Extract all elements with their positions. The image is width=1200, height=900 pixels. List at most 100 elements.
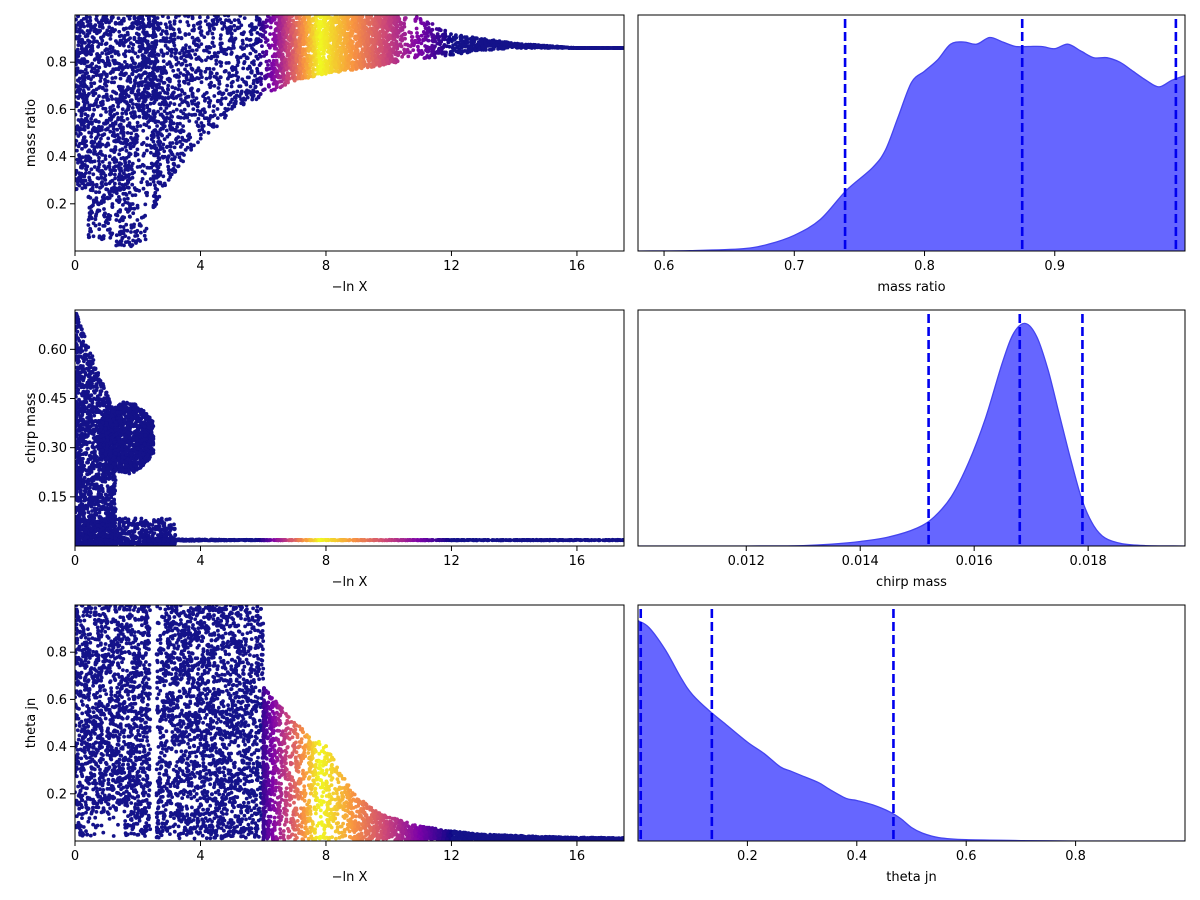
trace-mass-ratio-point bbox=[124, 111, 129, 116]
trace-mass-ratio-point bbox=[310, 49, 315, 53]
trace-mass-ratio-point bbox=[403, 32, 407, 37]
trace-mass-ratio-point bbox=[89, 229, 93, 234]
trace-mass-ratio-point bbox=[287, 35, 292, 40]
trace-mass-ratio-point bbox=[98, 85, 102, 89]
trace-mass-ratio-point bbox=[252, 25, 257, 30]
trace-mass-ratio-point bbox=[238, 15, 243, 18]
trace-mass-ratio-point bbox=[119, 115, 124, 120]
trace-mass-ratio-point bbox=[141, 111, 146, 116]
trace-mass-ratio-point bbox=[103, 80, 108, 85]
trace-mass-ratio-point bbox=[171, 121, 176, 126]
trace-mass-ratio-point bbox=[176, 164, 180, 169]
trace-mass-ratio-point bbox=[99, 181, 104, 186]
trace-mass-ratio-point bbox=[263, 36, 268, 41]
trace-mass-ratio-point bbox=[148, 101, 153, 106]
trace-mass-ratio-point bbox=[533, 43, 537, 47]
trace-mass-ratio-point bbox=[89, 84, 94, 89]
trace-mass-ratio-point bbox=[87, 170, 92, 175]
trace-mass-ratio-point bbox=[176, 135, 181, 140]
trace-mass-ratio-point bbox=[131, 102, 135, 106]
trace-mass-ratio-point bbox=[177, 155, 182, 160]
trace-mass-ratio-point bbox=[121, 119, 126, 123]
trace-mass-ratio-point bbox=[255, 77, 259, 82]
trace-mass-ratio-point bbox=[135, 39, 139, 44]
trace-mass-ratio-point bbox=[458, 37, 463, 41]
trace-mass-ratio-point bbox=[143, 202, 148, 207]
trace-mass-ratio-point bbox=[211, 125, 216, 129]
trace-mass-ratio-point bbox=[134, 239, 139, 244]
trace-mass-ratio-point bbox=[80, 69, 85, 74]
trace-mass-ratio-point bbox=[547, 44, 552, 48]
trace-mass-ratio-point bbox=[135, 120, 140, 125]
trace-mass-ratio-point bbox=[120, 107, 125, 112]
trace-mass-ratio-point bbox=[251, 88, 256, 93]
trace-mass-ratio-point bbox=[117, 34, 122, 39]
trace-mass-ratio-point bbox=[125, 62, 129, 67]
trace-mass-ratio-point bbox=[182, 79, 186, 84]
trace-mass-ratio-point bbox=[184, 73, 189, 78]
trace-mass-ratio-point bbox=[179, 158, 183, 163]
trace-mass-ratio-point bbox=[264, 59, 269, 64]
trace-mass-ratio-point bbox=[151, 15, 156, 18]
trace-mass-ratio-point bbox=[94, 182, 99, 187]
trace-mass-ratio-point bbox=[177, 74, 181, 79]
trace-mass-ratio-point bbox=[199, 121, 204, 125]
trace-mass-ratio-point bbox=[113, 75, 118, 80]
trace-mass-ratio-point bbox=[408, 50, 412, 55]
trace-mass-ratio-point bbox=[104, 110, 108, 114]
trace-mass-ratio-point bbox=[222, 24, 227, 28]
trace-mass-ratio-point bbox=[185, 101, 190, 106]
trace-mass-ratio-point bbox=[104, 84, 109, 88]
trace-mass-ratio-point bbox=[119, 65, 124, 69]
trace-mass-ratio-point bbox=[79, 175, 83, 180]
trace-mass-ratio-point bbox=[101, 236, 106, 241]
trace-mass-ratio-point bbox=[174, 137, 178, 142]
trace-mass-ratio-point bbox=[261, 50, 265, 55]
trace-mass-ratio-point bbox=[320, 52, 324, 56]
trace-mass-ratio-point bbox=[169, 53, 174, 58]
trace-mass-ratio-point bbox=[211, 26, 216, 31]
trace-mass-ratio-point bbox=[277, 32, 282, 37]
trace-mass-ratio-point bbox=[212, 94, 217, 98]
trace-mass-ratio-point bbox=[114, 97, 118, 102]
trace-mass-ratio-point bbox=[96, 20, 101, 25]
trace-mass-ratio-point bbox=[168, 101, 173, 105]
trace-mass-ratio-point bbox=[215, 124, 219, 129]
trace-mass-ratio-point bbox=[168, 77, 172, 82]
trace-mass-ratio-point bbox=[184, 43, 188, 48]
trace-mass-ratio-point bbox=[85, 182, 90, 187]
trace-mass-ratio-point bbox=[125, 185, 130, 190]
trace-mass-ratio-point bbox=[117, 195, 121, 199]
trace-mass-ratio-point bbox=[274, 58, 279, 63]
trace-mass-ratio-point bbox=[173, 169, 178, 174]
trace-mass-ratio-point bbox=[81, 78, 85, 83]
trace-mass-ratio-point bbox=[127, 203, 132, 208]
trace-mass-ratio-point bbox=[230, 38, 234, 43]
trace-mass-ratio-point bbox=[126, 44, 131, 49]
trace-mass-ratio-point bbox=[129, 226, 134, 230]
trace-mass-ratio-point bbox=[318, 40, 323, 45]
trace-mass-ratio-point bbox=[127, 214, 132, 219]
trace-mass-ratio-point bbox=[463, 49, 467, 53]
trace-mass-ratio-point bbox=[145, 143, 149, 148]
trace-mass-ratio-point bbox=[241, 41, 245, 46]
trace-mass-ratio-point bbox=[90, 61, 95, 66]
trace-mass-ratio-point bbox=[125, 196, 130, 201]
trace-mass-ratio-point bbox=[190, 35, 195, 40]
trace-mass-ratio-point bbox=[127, 26, 132, 30]
trace-mass-ratio-point bbox=[116, 104, 120, 109]
trace-mass-ratio-point bbox=[212, 44, 216, 48]
trace-mass-ratio-point bbox=[77, 154, 82, 158]
trace-mass-ratio-point bbox=[181, 46, 186, 50]
trace-mass-ratio-point bbox=[117, 185, 122, 190]
trace-mass-ratio-point bbox=[138, 239, 143, 243]
trace-mass-ratio-point bbox=[164, 102, 169, 107]
trace-mass-ratio-point bbox=[121, 225, 126, 229]
trace-mass-ratio-point bbox=[103, 64, 108, 68]
trace-mass-ratio-point bbox=[111, 126, 116, 131]
trace-mass-ratio-point bbox=[100, 19, 104, 23]
trace-mass-ratio-point bbox=[210, 31, 215, 36]
trace-mass-ratio-point bbox=[104, 15, 109, 19]
trace-mass-ratio-point bbox=[166, 160, 170, 164]
trace-mass-ratio-point bbox=[454, 42, 458, 47]
